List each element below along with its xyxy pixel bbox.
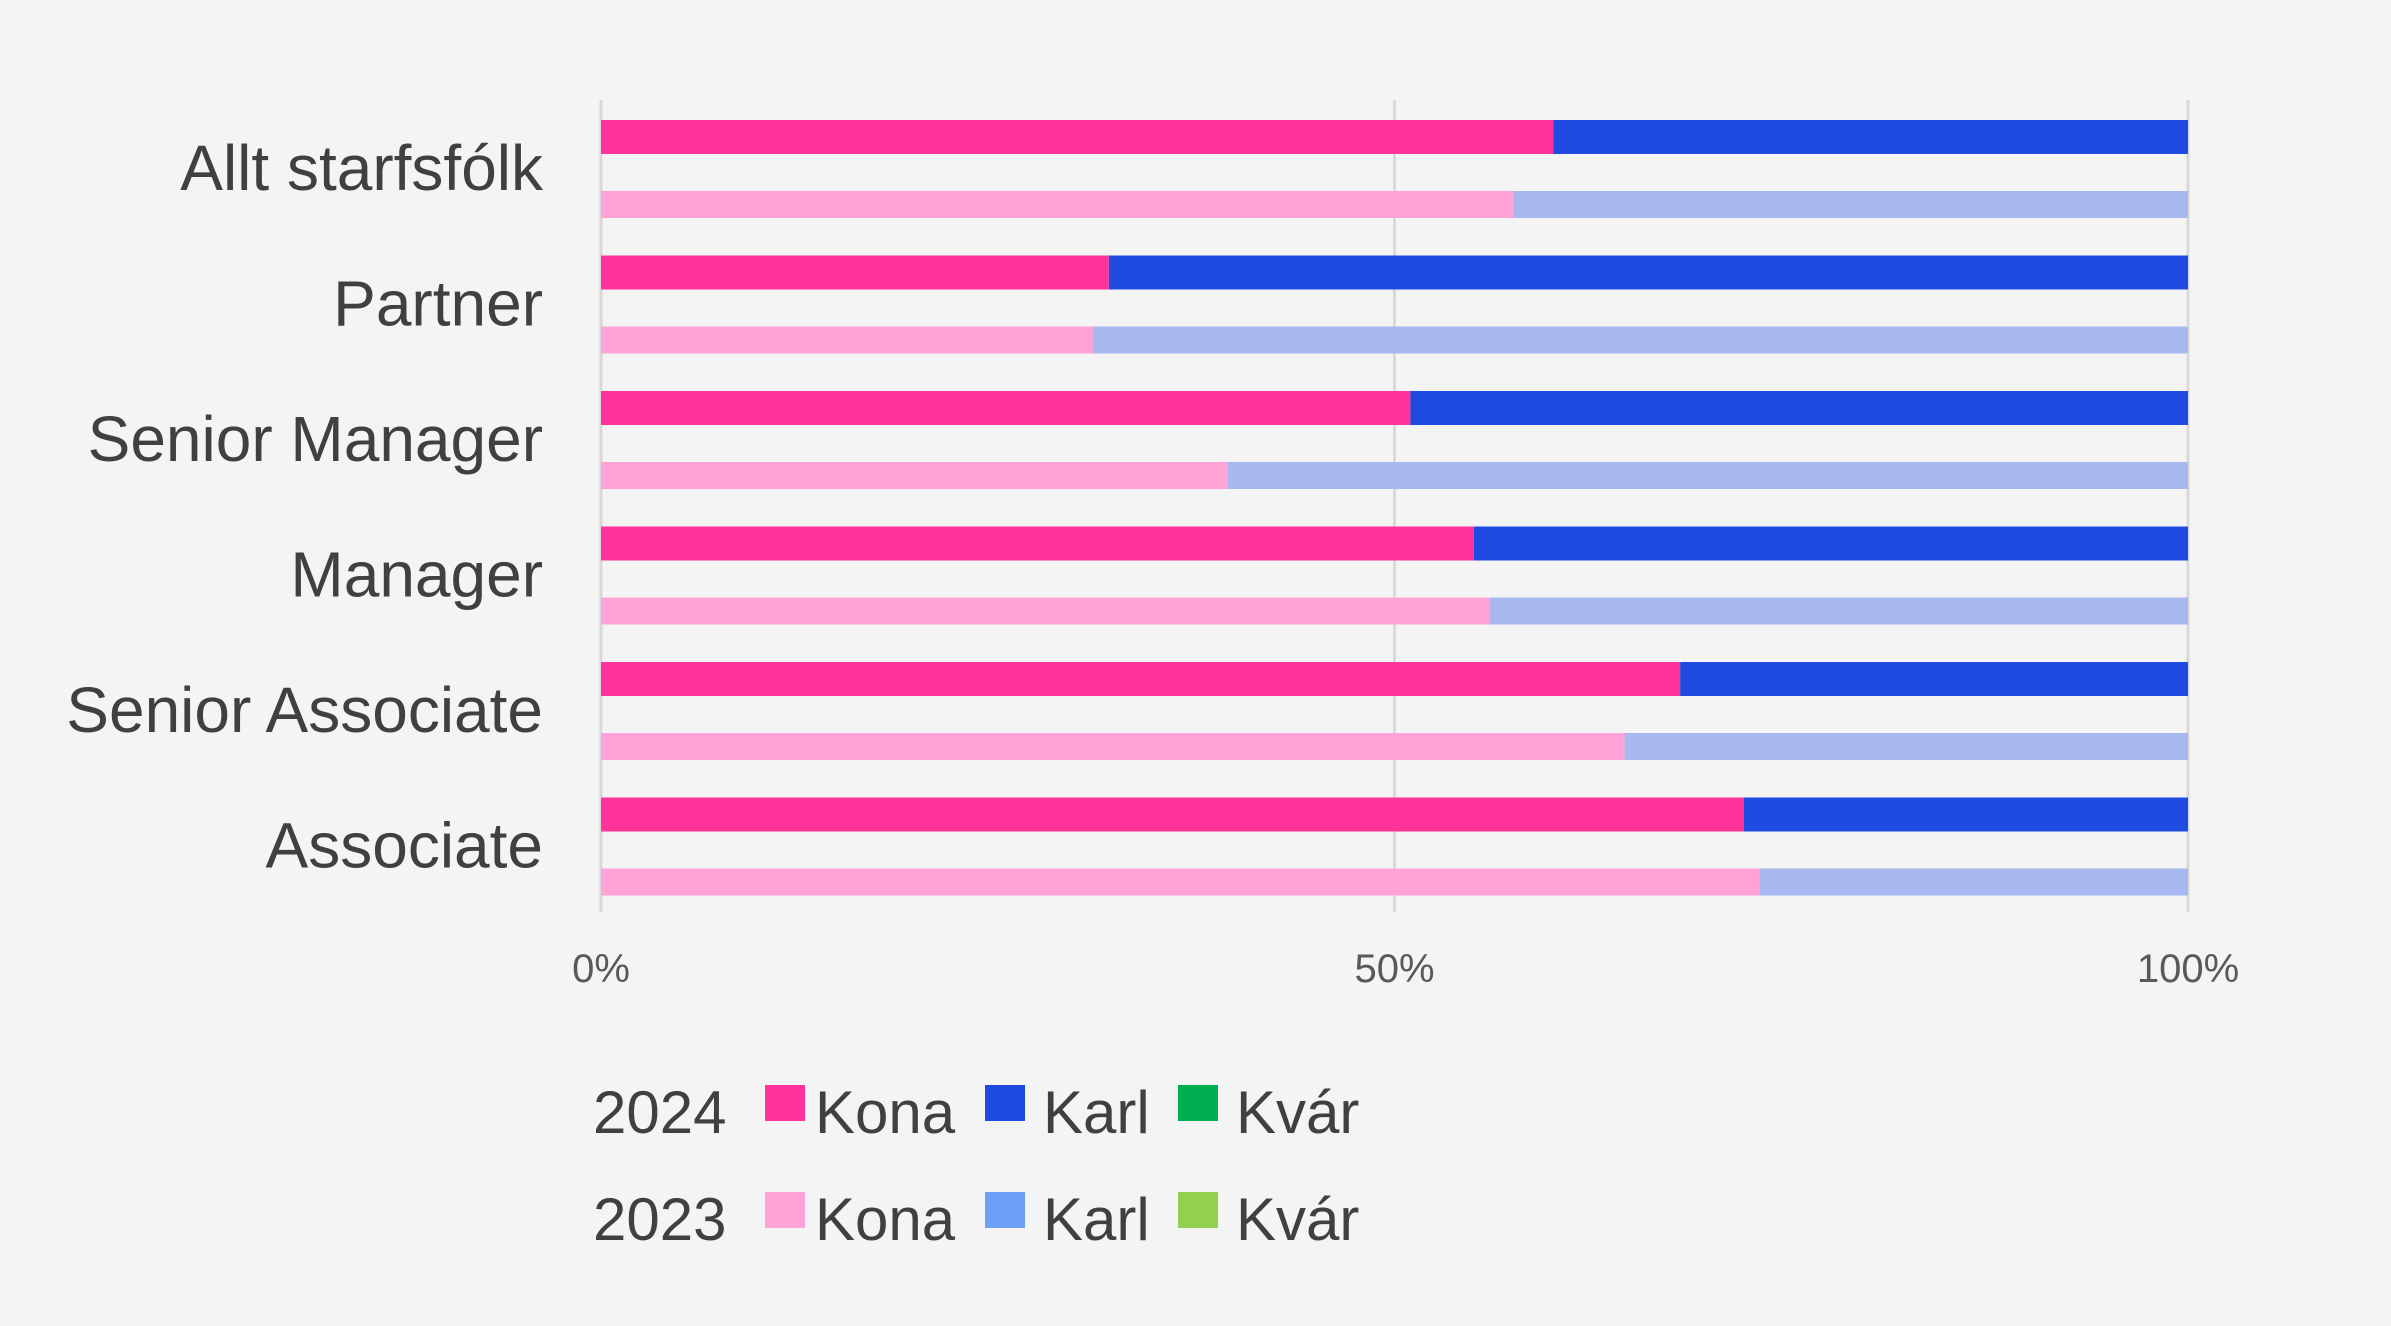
bar-2024-karl [1743,797,2188,832]
bar-2024-kona [601,255,1109,290]
legend-item-label: Karl [1043,1079,1150,1146]
legend-swatch [1178,1192,1218,1228]
x-axis-ticks: 0% 50% 100% [572,947,2239,991]
bar-2024-kona [601,120,1554,154]
bar-2023-kona [601,597,1490,625]
category-label: Associate [266,810,543,882]
legend-year-label: 2024 [593,1079,726,1146]
legend-item-label: Kvár [1236,1186,1359,1253]
bar-2023-karl [1227,462,2188,489]
bar-2024-kona [601,797,1744,832]
legend-item-label: Kona [815,1079,956,1146]
legend-swatch [765,1192,805,1228]
bar-2023-karl [1513,191,2188,218]
legend-swatch [985,1085,1025,1121]
bar-2024-karl [1473,526,2188,561]
x-tick-label: 100% [2137,947,2239,991]
legend-item-label: Karl [1043,1186,1150,1253]
bar-2023-kona [601,868,1760,896]
bar-2023-karl [1624,733,2188,760]
legend-item-label: Kona [815,1186,956,1253]
category-label: Manager [290,539,543,611]
bar-2024-karl [1680,662,2188,696]
category-label: Allt starfsfólk [180,132,544,204]
bar-2024-kona [601,526,1474,561]
bar-2024-karl [1410,391,2188,425]
category-label: Partner [333,268,543,340]
category-label: Senior Associate [66,674,543,746]
bar-2023-kona [601,191,1514,218]
bar-2023-karl [1092,326,2188,354]
bar-2024-karl [1108,255,2188,290]
bar-2023-kona [601,462,1228,489]
x-tick-label: 50% [1354,947,1434,991]
bars [601,120,2188,896]
legend-year-label: 2023 [593,1186,726,1253]
bar-2023-kona [601,326,1093,354]
x-tick-label: 0% [572,947,630,991]
bar-2023-kona [601,733,1625,760]
legend-swatch [765,1085,805,1121]
legend-swatch [1178,1085,1218,1121]
gridlines [599,100,2190,912]
bar-2024-kona [601,391,1411,425]
legend: 2024 Kona Karl Kvár 2023 Kona Karl Kvár [593,1079,1359,1253]
bar-2024-karl [1553,120,2188,154]
legend-swatch [985,1192,1025,1228]
legend-item-label: Kvár [1236,1079,1359,1146]
bar-2023-karl [1489,597,2188,625]
category-label: Senior Manager [88,403,543,475]
category-labels: Allt starfsfólk Partner Senior Manager Mana… [66,132,544,882]
bar-2023-karl [1759,868,2188,896]
bar-2024-kona [601,662,1681,696]
